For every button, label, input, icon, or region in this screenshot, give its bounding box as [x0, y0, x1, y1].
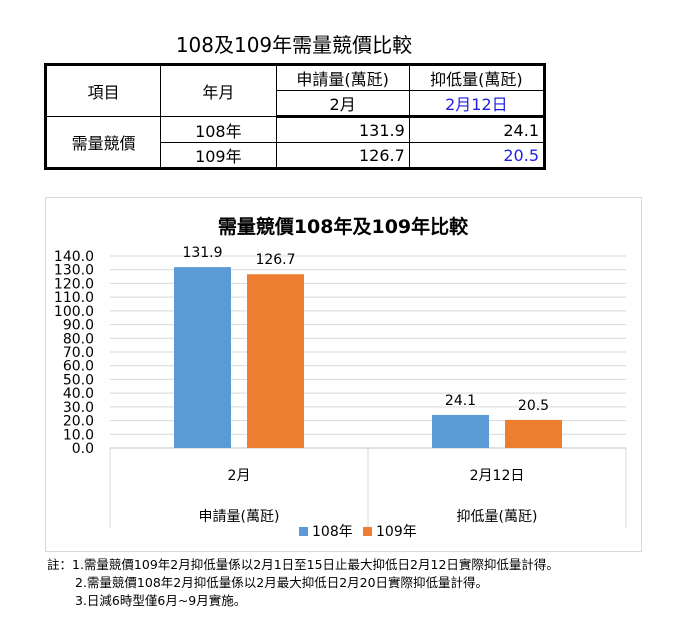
row-reduce: 20.5 [408, 142, 546, 169]
header-year-month: 年月 [160, 64, 277, 117]
row-year: 108年 [160, 116, 277, 143]
header-item: 項目 [44, 64, 162, 117]
x-tick-label: 2月12日 [470, 468, 525, 484]
row-apply: 126.7 [275, 142, 410, 169]
x-group-label: 抑低量(萬瓩) [457, 509, 538, 525]
comparison-table: 項目 年月 申請量(萬瓩) 抑低量(萬瓩) 2月 2月12日 需量競價 108年… [44, 63, 546, 170]
y-tick-label: 90.0 [63, 318, 94, 334]
y-tick-label: 80.0 [63, 331, 94, 347]
y-tick-label: 50.0 [63, 372, 94, 388]
legend-label: 108年 [312, 524, 353, 540]
header-reduce: 抑低量(萬瓩) [408, 64, 546, 91]
y-tick-label: 60.0 [63, 359, 94, 375]
bar [505, 419, 562, 448]
chart-area: 需量競價108年及109年比較 0.0 10.0 20.0 30.0 40.0 50.0 60… [45, 197, 642, 552]
y-tick-label: 20.0 [63, 414, 94, 430]
y-tick-label: 70.0 [63, 345, 94, 361]
bar [432, 414, 489, 448]
table-title: 108及109年需量競價比較 [175, 33, 413, 57]
chart-title: 需量競價108年及109年比較 [218, 215, 469, 238]
legend-swatch [299, 527, 308, 536]
row-apply: 131.9 [275, 116, 410, 143]
note-line: 2.需量競價108年2月抑低量係以2月最大抑低日2月20日實際抑低量計得。 [75, 575, 489, 590]
subheader-reduce: 2月12日 [408, 90, 546, 118]
note-line: 註：1.需量競價109年2月抑低量係以2月1日至15日止最大抑低日2月12日實際… [47, 557, 559, 572]
x-group-label: 申請量(萬瓩) [199, 509, 280, 525]
notes: 註：1.需量競價109年2月抑低量係以2月1日至15日止最大抑低日2月12日實際… [47, 556, 677, 610]
subheader-apply: 2月 [275, 90, 410, 118]
y-tick-label: 100.0 [54, 304, 94, 320]
row-label: 需量競價 [44, 116, 162, 169]
header-apply: 申請量(萬瓩) [275, 64, 410, 91]
y-tick-label: 0.0 [72, 441, 94, 457]
y-tick-label: 120.0 [54, 276, 94, 292]
bar [174, 267, 231, 448]
bar [247, 274, 304, 448]
legend-swatch [363, 527, 372, 536]
legend-label: 109年 [376, 524, 417, 540]
y-tick-label: 130.0 [54, 263, 94, 279]
x-tick-label: 2月 [228, 468, 251, 484]
data-label: 131.9 [182, 245, 222, 261]
note-line: 3.日減6時型僅6月~9月實施。 [75, 593, 247, 608]
y-tick-label: 10.0 [63, 427, 94, 443]
data-label: 24.1 [445, 393, 476, 409]
y-tick-label: 30.0 [63, 400, 94, 416]
data-label: 20.5 [518, 398, 549, 414]
row-reduce: 24.1 [408, 116, 546, 143]
y-tick-label: 140.0 [54, 249, 94, 265]
bar-chart: 需量競價108年及109年比較 0.010.020.030.040.050.060… [54, 215, 627, 540]
data-label: 126.7 [255, 252, 295, 268]
row-year: 109年 [160, 142, 277, 169]
y-tick-label: 110.0 [54, 290, 94, 306]
y-tick-label: 40.0 [63, 386, 94, 402]
